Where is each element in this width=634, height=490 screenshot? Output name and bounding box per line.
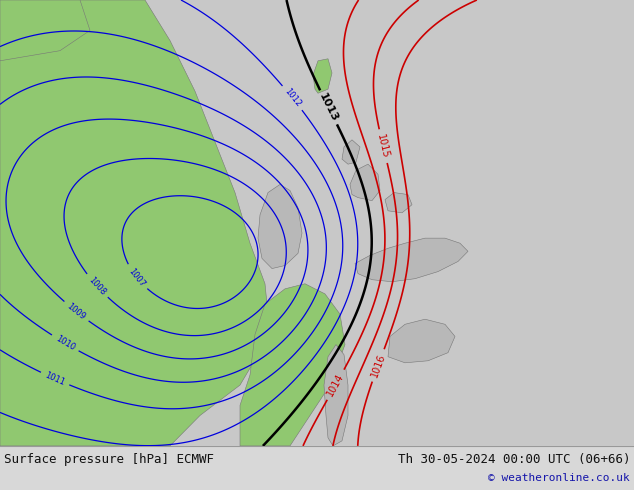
Text: 1013: 1013 <box>317 91 340 123</box>
Text: Th 30-05-2024 00:00 UTC (06+66): Th 30-05-2024 00:00 UTC (06+66) <box>398 453 630 466</box>
Polygon shape <box>313 59 332 93</box>
Text: Surface pressure [hPa] ECMWF: Surface pressure [hPa] ECMWF <box>4 453 214 466</box>
Text: 1012: 1012 <box>282 87 302 109</box>
Polygon shape <box>0 0 270 446</box>
Text: 1011: 1011 <box>44 370 67 387</box>
Polygon shape <box>324 344 348 446</box>
Polygon shape <box>0 0 90 61</box>
Text: 1015: 1015 <box>375 133 391 159</box>
Polygon shape <box>350 164 380 201</box>
Text: 1009: 1009 <box>65 301 87 321</box>
Text: 1007: 1007 <box>127 266 146 289</box>
Text: © weatheronline.co.uk: © weatheronline.co.uk <box>488 473 630 483</box>
Polygon shape <box>342 140 360 164</box>
Polygon shape <box>388 319 455 363</box>
Text: 1010: 1010 <box>54 334 77 352</box>
Text: 1014: 1014 <box>325 371 346 398</box>
Polygon shape <box>258 184 302 269</box>
Polygon shape <box>240 284 345 446</box>
Text: 1016: 1016 <box>369 352 387 379</box>
Text: 1008: 1008 <box>86 275 107 297</box>
Polygon shape <box>355 238 468 282</box>
Polygon shape <box>385 193 412 213</box>
